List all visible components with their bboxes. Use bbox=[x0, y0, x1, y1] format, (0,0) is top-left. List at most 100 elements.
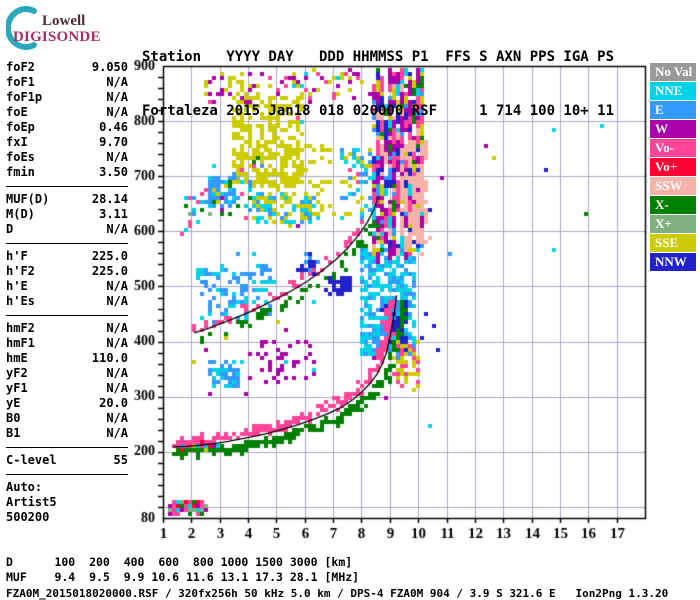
param-label: yF1 bbox=[6, 381, 28, 395]
param-divider bbox=[6, 243, 128, 244]
param-value: 3.50 bbox=[99, 165, 128, 179]
param-row: M(D) 3.11 bbox=[6, 207, 128, 222]
legend-item: NNE bbox=[650, 82, 696, 100]
file-info-footer: FZA0M_2015018020000.RSF / 320fx256h 50 k… bbox=[6, 587, 669, 600]
param-value: 3.11 bbox=[99, 207, 128, 221]
param-value: 9.050 bbox=[91, 60, 128, 74]
param-panel: foF2 9.050 foF1 N/A foF1p N/A foE N/A foEp 0.46 fx… bbox=[6, 60, 130, 525]
param-label: foEp bbox=[6, 120, 35, 134]
autoscaling-info-line: Artist5 bbox=[6, 495, 57, 509]
legend-item: X+ bbox=[650, 215, 696, 233]
param-label: foF1p bbox=[6, 90, 43, 104]
param-row: fxI 9.70 bbox=[6, 135, 128, 150]
param-value: 28.14 bbox=[91, 192, 128, 206]
param-row: hmF2 N/A bbox=[6, 321, 128, 336]
param-value: 225.0 bbox=[91, 249, 128, 263]
param-label: fxI bbox=[6, 135, 28, 149]
param-divider bbox=[6, 447, 128, 448]
param-value: 55 bbox=[113, 453, 128, 467]
param-value: N/A bbox=[106, 411, 128, 425]
param-row: yF2 N/A bbox=[6, 366, 128, 381]
param-label: h'F bbox=[6, 249, 28, 263]
param-label: yF2 bbox=[6, 366, 28, 380]
param-value: N/A bbox=[106, 75, 128, 89]
param-label: h'F2 bbox=[6, 264, 35, 278]
param-row: yE 20.0 bbox=[6, 396, 128, 411]
param-value: N/A bbox=[106, 222, 128, 236]
param-row: fmin 3.50 bbox=[6, 165, 128, 180]
header-line-1: Station YYYY DAY DDD HHMMSS P1 FFS S AXN… bbox=[142, 49, 615, 65]
param-label: h'E bbox=[6, 279, 28, 293]
station-header: Station YYYY DAY DDD HHMMSS P1 FFS S AXN… bbox=[142, 12, 614, 156]
param-value: N/A bbox=[106, 150, 128, 164]
param-label: yE bbox=[6, 396, 21, 410]
param-label: M(D) bbox=[6, 207, 35, 221]
param-value: 9.70 bbox=[99, 135, 128, 149]
param-row: h'Es N/A bbox=[6, 294, 128, 309]
param-label: fmin bbox=[6, 165, 35, 179]
param-label: hmF2 bbox=[6, 321, 35, 335]
param-row: MUF(D) 28.14 bbox=[6, 192, 128, 207]
legend-item: W bbox=[650, 120, 696, 138]
param-row: h'F 225.0 bbox=[6, 249, 128, 264]
legend-item: Vo+ bbox=[650, 158, 696, 176]
param-value: 20.0 bbox=[99, 396, 128, 410]
param-value: 225.0 bbox=[91, 264, 128, 278]
param-value: N/A bbox=[106, 90, 128, 104]
param-row: C-level 55 bbox=[6, 453, 128, 468]
param-label: foF1 bbox=[6, 75, 35, 89]
param-label: hmF1 bbox=[6, 336, 35, 350]
param-divider bbox=[6, 186, 128, 187]
param-label: MUF(D) bbox=[6, 192, 50, 206]
lowell-digisonde-logo: Lowell DIGISONDE bbox=[6, 5, 124, 53]
param-row: yF1 N/A bbox=[6, 381, 128, 396]
param-label: B0 bbox=[6, 411, 21, 425]
param-value: N/A bbox=[106, 336, 128, 350]
param-row: foF1 N/A bbox=[6, 75, 128, 90]
legend-item: NNW bbox=[650, 253, 696, 271]
param-value: N/A bbox=[106, 279, 128, 293]
param-row: foF1p N/A bbox=[6, 90, 128, 105]
param-row: D N/A bbox=[6, 222, 128, 237]
param-row: h'E N/A bbox=[6, 279, 128, 294]
param-value: N/A bbox=[106, 294, 128, 308]
autoscaling-info-line: 500200 bbox=[6, 510, 50, 524]
logo-swoosh-icon bbox=[6, 6, 37, 50]
legend-item: SSW bbox=[650, 177, 696, 195]
param-value: 110.0 bbox=[91, 351, 128, 365]
param-value: N/A bbox=[106, 366, 128, 380]
param-row: h'F2 225.0 bbox=[6, 264, 128, 279]
param-row: hmF1 N/A bbox=[6, 336, 128, 351]
param-row: B1 N/A bbox=[6, 426, 128, 441]
logo-text-lowell: Lowell bbox=[42, 13, 86, 29]
param-label: B1 bbox=[6, 426, 21, 440]
velocity-direction-legend: No Val NNE E W Vo- Vo+ SSW X- X+ SSE NNW bbox=[650, 63, 696, 272]
header-line-2: Fortaleza 2015 Jan18 018 020000 RSF 1 71… bbox=[142, 103, 615, 119]
param-row: foEs N/A bbox=[6, 150, 128, 165]
param-label: foE bbox=[6, 105, 28, 119]
legend-item: No Val bbox=[650, 63, 696, 81]
param-label: hmE bbox=[6, 351, 28, 365]
param-value: N/A bbox=[106, 381, 128, 395]
distance-row: D 100 200 400 600 800 1000 1500 3000 [km… bbox=[6, 555, 353, 569]
param-value: 0.46 bbox=[99, 120, 128, 134]
legend-item: Vo- bbox=[650, 139, 696, 157]
muf-row: MUF 9.4 9.5 9.9 10.6 11.6 13.1 17.3 28.1… bbox=[6, 570, 360, 584]
autoscaling-info-line: Auto: bbox=[6, 480, 43, 494]
param-row: B0 N/A bbox=[6, 411, 128, 426]
param-divider bbox=[6, 474, 128, 475]
param-label: foEs bbox=[6, 150, 35, 164]
legend-item: E bbox=[650, 101, 696, 119]
legend-item: X- bbox=[650, 196, 696, 214]
param-value: N/A bbox=[106, 321, 128, 335]
param-label: foF2 bbox=[6, 60, 35, 74]
logo-text-digisonde: DIGISONDE bbox=[13, 29, 101, 45]
param-value: N/A bbox=[106, 105, 128, 119]
param-row: foF2 9.050 bbox=[6, 60, 128, 75]
param-row: foE N/A bbox=[6, 105, 128, 120]
param-value: N/A bbox=[106, 426, 128, 440]
legend-item: SSE bbox=[650, 234, 696, 252]
param-divider bbox=[6, 315, 128, 316]
